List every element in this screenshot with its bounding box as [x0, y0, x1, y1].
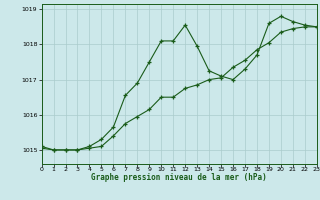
X-axis label: Graphe pression niveau de la mer (hPa): Graphe pression niveau de la mer (hPa) — [91, 173, 267, 182]
